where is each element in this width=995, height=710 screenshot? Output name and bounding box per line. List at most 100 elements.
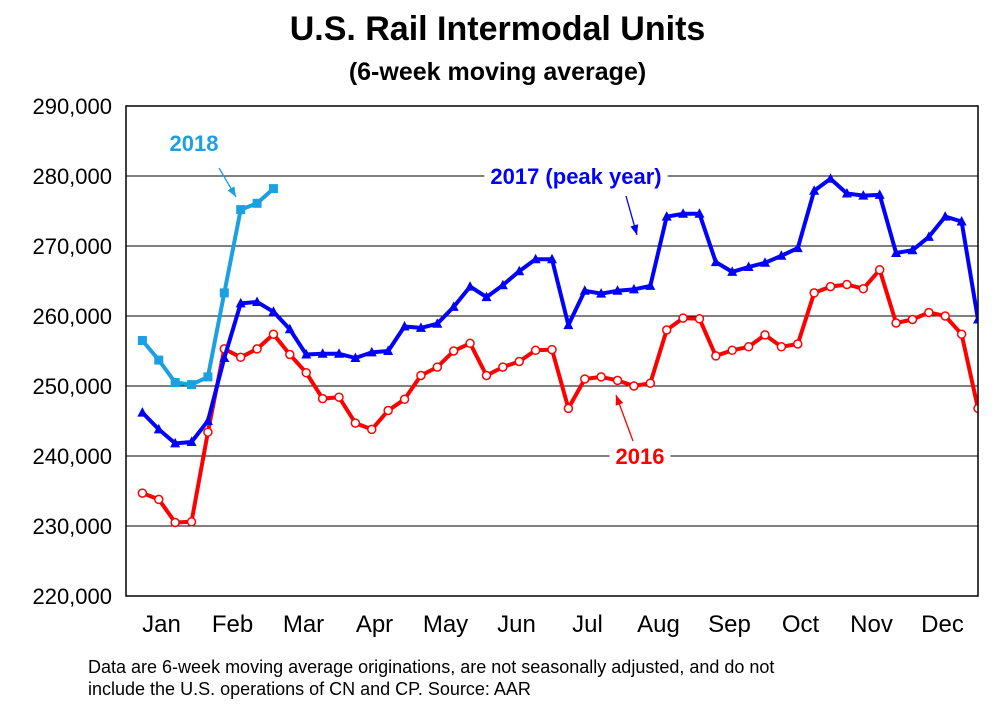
data-point-2017 <box>415 322 426 332</box>
data-point-2016 <box>940 311 950 321</box>
data-point-2016 <box>661 325 672 335</box>
y-tick-label: 230,000 <box>32 514 112 539</box>
data-point-2017 <box>383 345 394 355</box>
data-point-2016 <box>203 427 213 437</box>
data-point-2017 <box>366 346 377 357</box>
data-point-2016 <box>858 283 869 294</box>
data-point-2017 <box>661 211 672 221</box>
data-point-2016 <box>973 403 978 414</box>
data-point-2018 <box>154 355 164 365</box>
data-point-2016 <box>301 367 311 378</box>
data-point-2017 <box>825 173 836 183</box>
data-point-2016 <box>694 314 705 324</box>
plot-border <box>125 105 979 597</box>
x-tick-label: Aug <box>637 611 680 638</box>
series-line-2017 <box>140 176 978 446</box>
data-point-2017 <box>841 188 852 198</box>
data-point-2016 <box>317 393 328 404</box>
data-point-2017 <box>219 352 230 362</box>
x-tick-label: Jun <box>497 611 536 638</box>
data-point-2016 <box>809 288 819 298</box>
x-tick-label: May <box>423 611 468 638</box>
data-point-2016 <box>907 314 918 325</box>
data-point-2017 <box>973 314 978 324</box>
data-point-2017 <box>874 189 885 199</box>
data-point-2016 <box>350 418 361 428</box>
y-tick-label: 240,000 <box>32 444 112 469</box>
data-point-2016 <box>170 517 180 528</box>
data-point-2016 <box>629 381 639 391</box>
data-point-2017 <box>809 185 820 195</box>
data-point-2017 <box>465 281 476 291</box>
data-point-2016 <box>727 345 737 356</box>
data-point-2016 <box>154 494 164 505</box>
y-tick-label: 280,000 <box>32 164 112 189</box>
x-tick-label: Apr <box>356 611 393 638</box>
data-point-2016 <box>285 349 295 360</box>
data-point-2017 <box>268 306 279 316</box>
data-point-2016 <box>678 313 688 323</box>
data-point-2017 <box>514 265 525 276</box>
data-point-2017 <box>563 319 574 330</box>
data-point-2016 <box>612 375 623 386</box>
data-point-2016 <box>498 362 508 372</box>
series-label-bg-2018 <box>163 130 225 157</box>
data-point-2017 <box>448 301 459 311</box>
data-point-2017 <box>645 280 656 290</box>
data-point-2017 <box>792 242 803 253</box>
data-point-2016 <box>580 374 590 384</box>
data-point-2017 <box>596 288 607 298</box>
data-point-2016 <box>252 344 262 354</box>
data-point-2017 <box>497 279 508 290</box>
x-axis-month-labels: Jan Feb Mar Apr May Jun Jul Aug Sep Oct Nov Dec <box>142 611 964 638</box>
annotation-arrowhead-2017 <box>630 224 639 235</box>
x-tick-label: Jul <box>572 611 603 638</box>
data-point-2018 <box>268 184 278 194</box>
data-point-2016 <box>448 346 459 356</box>
y-tick-label: 290,000 <box>32 94 112 119</box>
series-label-2016: 2016 <box>616 444 665 469</box>
data-point-2018 <box>252 198 262 208</box>
footnote-line-1: Data are 6-week moving average originati… <box>88 657 775 677</box>
data-point-2016 <box>924 307 934 318</box>
data-point-2017 <box>547 253 557 264</box>
data-point-2016 <box>891 318 901 328</box>
data-point-2017 <box>694 208 705 218</box>
data-point-2017 <box>760 257 770 267</box>
data-point-2017 <box>170 437 181 448</box>
data-point-2016 <box>432 362 443 372</box>
x-tick-label: Dec <box>921 611 964 638</box>
data-point-2016 <box>825 281 836 292</box>
data-point-2018 <box>219 288 229 298</box>
data-point-2018 <box>203 372 213 382</box>
data-point-2016 <box>268 329 279 339</box>
y-tick-label: 250,000 <box>32 374 112 399</box>
y-axis-ticks: 220,000 230,000 240,000 250,000 260,000 270,0… <box>32 94 112 609</box>
data-point-2017 <box>579 285 590 295</box>
data-point-2017 <box>432 318 443 328</box>
data-point-2017 <box>858 190 869 200</box>
data-point-2017 <box>186 436 197 446</box>
x-tick-label: Oct <box>782 611 820 638</box>
data-point-2017 <box>891 247 902 257</box>
data-point-2017 <box>235 297 246 308</box>
data-point-2016 <box>399 394 410 405</box>
data-point-2017 <box>399 321 410 331</box>
x-tick-label: Mar <box>283 611 324 638</box>
data-point-2017 <box>628 283 639 294</box>
y-tick-label: 260,000 <box>32 304 112 329</box>
data-point-2016 <box>367 424 377 435</box>
data-point-2018 <box>187 380 197 390</box>
data-point-2017 <box>710 256 721 267</box>
x-tick-label: Feb <box>212 611 253 638</box>
data-point-2016 <box>334 392 344 402</box>
y-tick-label: 220,000 <box>32 584 112 609</box>
data-point-2017 <box>907 244 918 255</box>
annotation-arrowhead-2018 <box>227 186 236 197</box>
data-point-2016 <box>760 330 770 340</box>
chart-title: U.S. Rail Intermodal Units <box>289 10 706 48</box>
data-point-2016 <box>711 351 721 361</box>
series-label-bg-2017 <box>484 163 668 190</box>
data-point-2016 <box>956 329 967 339</box>
data-point-2017 <box>334 348 344 358</box>
